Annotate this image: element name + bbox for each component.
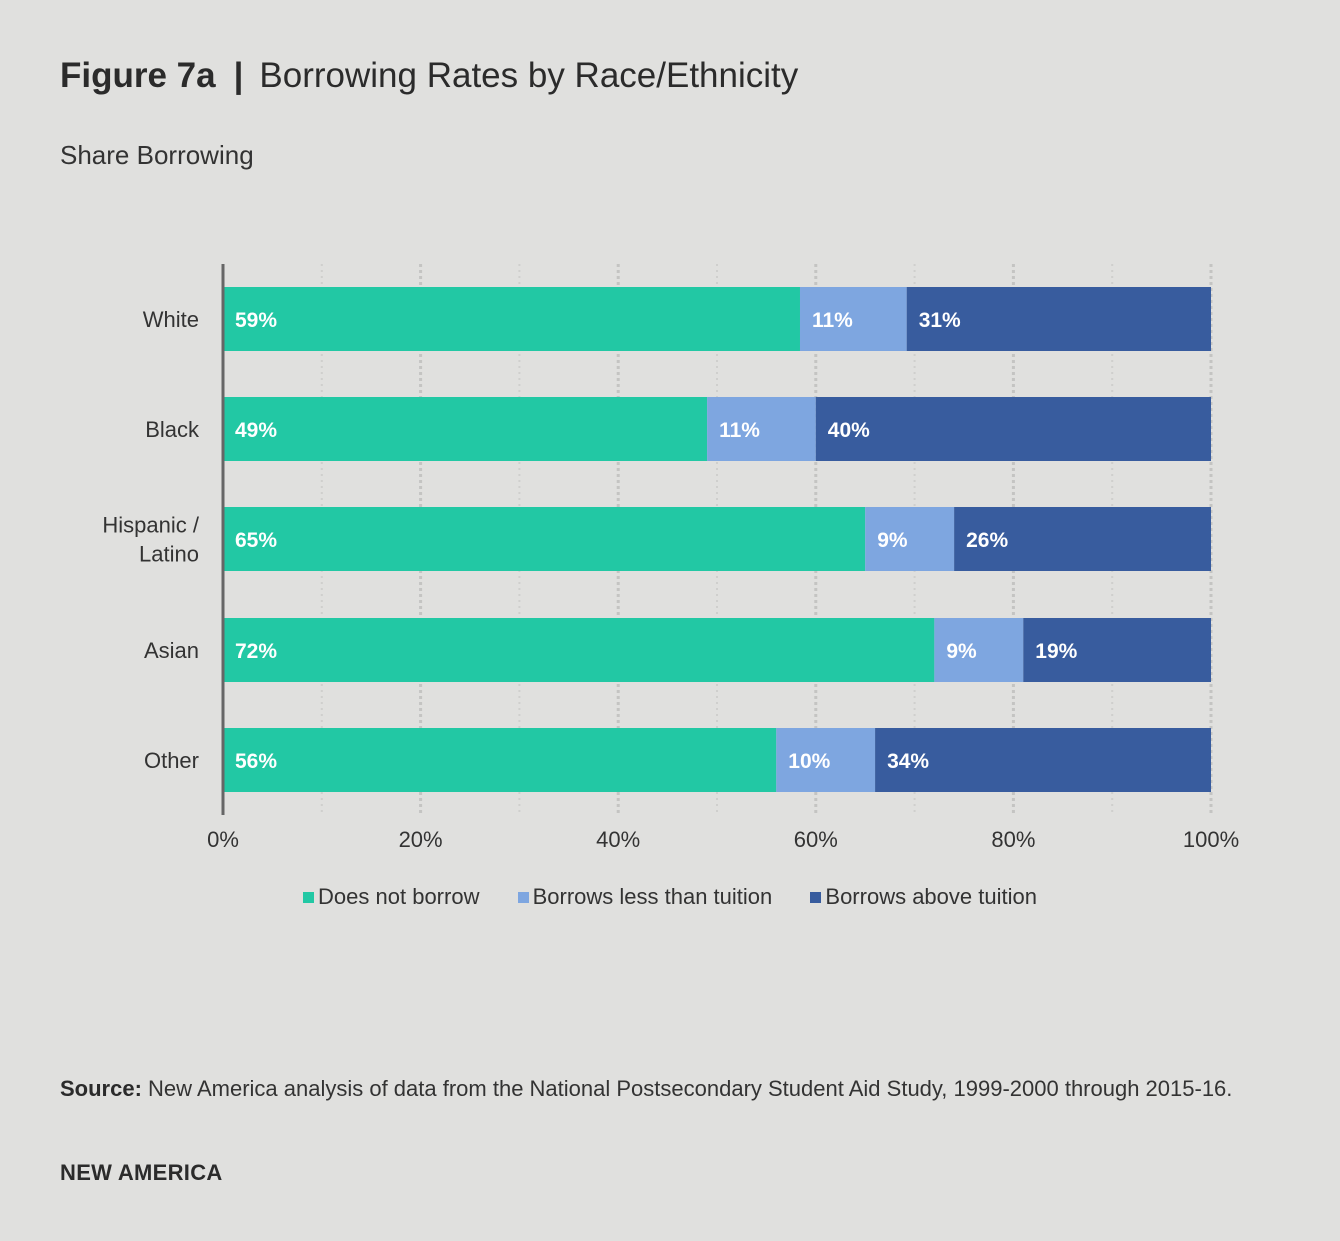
x-tick-label: 20% bbox=[399, 827, 443, 852]
data-label: 19% bbox=[1035, 640, 1077, 663]
x-tick-label: 0% bbox=[207, 827, 239, 852]
bar-segment-does-not-borrow bbox=[223, 618, 935, 682]
data-label: 59% bbox=[235, 309, 277, 332]
legend-swatch-borrows-above bbox=[810, 892, 822, 903]
x-tick-label: 40% bbox=[596, 827, 640, 852]
data-label: 72% bbox=[235, 640, 277, 663]
chart-legend: Does not borrow Borrows less than tuitio… bbox=[0, 884, 1340, 910]
data-label: 56% bbox=[235, 750, 277, 773]
legend-item-does-not-borrow: Does not borrow bbox=[303, 884, 479, 910]
legend-label: Borrows above tuition bbox=[825, 884, 1037, 909]
category-label: White bbox=[143, 307, 199, 332]
bar-segment-borrows-above bbox=[1023, 618, 1211, 682]
category-label: Asian bbox=[144, 638, 199, 663]
source-note: Source: New America analysis of data fro… bbox=[60, 1074, 1240, 1103]
legend-item-borrows-above: Borrows above tuition bbox=[810, 884, 1037, 910]
x-tick-label: 80% bbox=[991, 827, 1035, 852]
brand-logo-text: NEW AMERICA bbox=[60, 1160, 223, 1185]
legend-label: Borrows less than tuition bbox=[532, 884, 773, 909]
data-label: 9% bbox=[877, 529, 908, 552]
bar-segment-borrows-less bbox=[776, 728, 876, 792]
bar-segment-borrows-less bbox=[934, 618, 1024, 682]
bar-segment-does-not-borrow bbox=[223, 507, 866, 571]
data-label: 11% bbox=[719, 419, 760, 442]
source-text: New America analysis of data from the Na… bbox=[148, 1076, 1233, 1101]
bar-segment-does-not-borrow bbox=[223, 287, 800, 351]
data-label: 26% bbox=[966, 529, 1008, 552]
data-label: 11% bbox=[812, 309, 853, 332]
data-label: 31% bbox=[919, 309, 961, 332]
category-label: Latino bbox=[139, 542, 199, 567]
figure-header: Figure 7a | Borrowing Rates by Race/Ethnic… bbox=[60, 56, 798, 96]
bar-segment-borrows-above bbox=[875, 728, 1211, 792]
x-tick-label: 100% bbox=[1183, 827, 1239, 852]
data-label: 49% bbox=[235, 419, 277, 442]
stacked-bar-chart: 59% 11% 31% White 49% 11% 40% Black 65% 9% 26% Hisp… bbox=[102, 264, 1239, 852]
chart-title: Borrowing Rates by Race/Ethnicity bbox=[259, 56, 799, 95]
bar-segment-borrows-above bbox=[906, 287, 1211, 351]
bar-segment-does-not-borrow bbox=[223, 728, 777, 792]
title-separator: | bbox=[233, 56, 244, 95]
data-label: 65% bbox=[235, 529, 277, 552]
legend-label: Does not borrow bbox=[318, 884, 480, 909]
bar-segment-borrows-less bbox=[799, 287, 907, 351]
chart-subtitle: Share Borrowing bbox=[60, 140, 254, 170]
x-tick-label: 60% bbox=[794, 827, 838, 852]
legend-swatch-borrows-less bbox=[517, 892, 529, 903]
category-label: Hispanic / bbox=[102, 513, 199, 538]
bar-segment-borrows-above bbox=[815, 397, 1211, 461]
category-label: Black bbox=[145, 417, 200, 442]
data-label: 9% bbox=[946, 640, 977, 663]
figure-label: Figure 7a bbox=[60, 56, 216, 95]
bar-segment-borrows-above bbox=[954, 507, 1211, 571]
data-label: 10% bbox=[788, 750, 830, 773]
legend-swatch-does-not-borrow bbox=[303, 892, 315, 903]
bar-segment-does-not-borrow bbox=[223, 397, 708, 461]
source-label: Source: bbox=[60, 1076, 142, 1101]
bar-segment-borrows-less bbox=[707, 397, 816, 461]
data-label: 34% bbox=[887, 750, 929, 773]
legend-item-borrows-less: Borrows less than tuition bbox=[517, 884, 773, 910]
bar-segment-borrows-less bbox=[865, 507, 955, 571]
category-label: Other bbox=[144, 748, 199, 773]
data-label: 40% bbox=[828, 419, 870, 442]
